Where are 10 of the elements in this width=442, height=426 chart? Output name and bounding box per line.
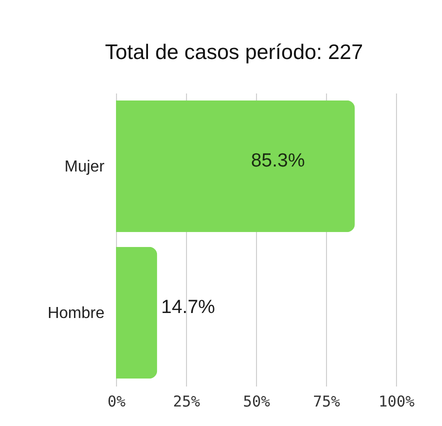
x-tick-label: 25% [172, 392, 200, 410]
x-tick-label: 100% [378, 392, 415, 410]
data-label: 85.3% [250, 150, 305, 172]
data-label: 14.7% [161, 296, 216, 318]
y-tick-label: Hombre [48, 304, 105, 322]
x-tick-label: 50% [242, 392, 270, 410]
y-tick-label: Mujer [64, 158, 106, 176]
x-tick-label: 75% [312, 392, 340, 410]
x-tick-label: 0% [107, 392, 126, 410]
chart-title: Total de casos período: 227 [105, 41, 364, 64]
